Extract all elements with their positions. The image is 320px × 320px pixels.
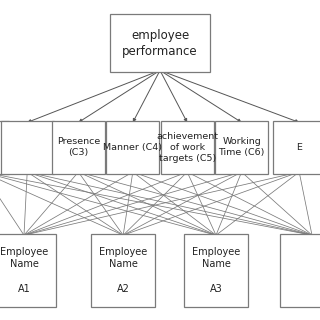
FancyBboxPatch shape	[106, 121, 159, 173]
FancyBboxPatch shape	[52, 121, 105, 173]
Text: employee
performance: employee performance	[122, 29, 198, 58]
FancyBboxPatch shape	[0, 234, 56, 307]
Text: Manner (C4): Manner (C4)	[103, 143, 162, 152]
Text: achievement
of work
targets (C5): achievement of work targets (C5)	[156, 132, 218, 163]
Text: Employee
Name

A2: Employee Name A2	[99, 247, 147, 294]
FancyBboxPatch shape	[215, 121, 268, 173]
FancyBboxPatch shape	[161, 121, 214, 173]
Text: Employee
Name

A3: Employee Name A3	[192, 247, 240, 294]
FancyBboxPatch shape	[91, 234, 155, 307]
FancyBboxPatch shape	[184, 234, 248, 307]
FancyBboxPatch shape	[1, 121, 54, 173]
Text: Working
Time (C6): Working Time (C6)	[219, 137, 265, 157]
Text: Employee
Name

A1: Employee Name A1	[0, 247, 48, 294]
FancyBboxPatch shape	[0, 121, 9, 173]
FancyBboxPatch shape	[273, 121, 320, 173]
FancyBboxPatch shape	[280, 234, 320, 307]
Text: Presence
(C3): Presence (C3)	[57, 137, 100, 157]
Text: E: E	[296, 143, 302, 152]
FancyBboxPatch shape	[110, 14, 210, 72]
